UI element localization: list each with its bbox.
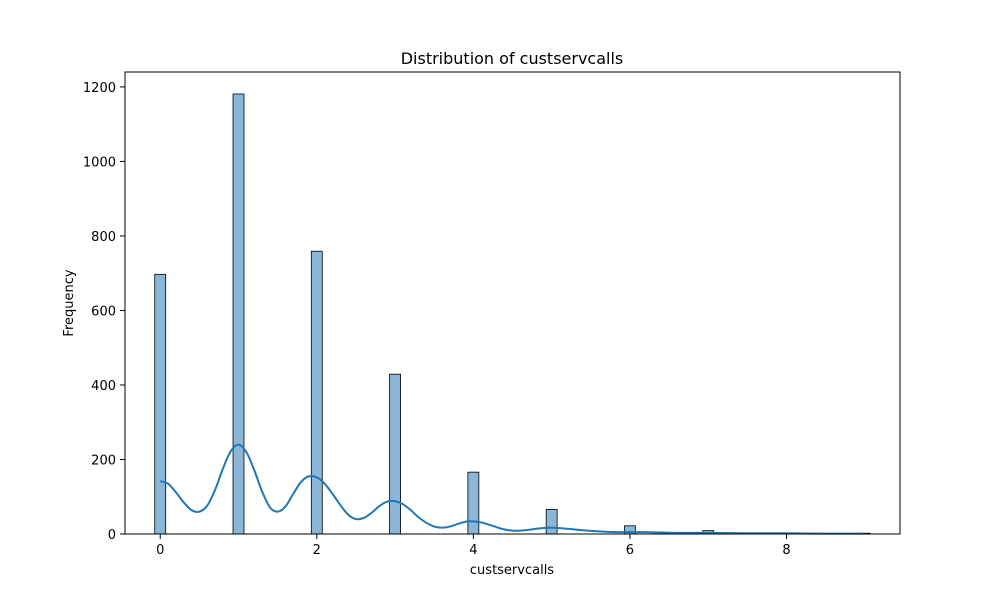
bars-layer	[154, 93, 871, 535]
kde-curve	[159, 443, 865, 535]
histogram-bar	[467, 471, 480, 535]
y-axis-label: Frequency	[62, 269, 77, 336]
y-tick-label: 400	[91, 379, 116, 394]
histogram-bar	[310, 250, 323, 535]
plot-frame	[124, 71, 901, 535]
y-tick-label: 1200	[83, 81, 116, 96]
x-tick-label: 6	[626, 543, 634, 558]
y-tick-label: 0	[108, 528, 116, 543]
histogram-bar	[389, 373, 401, 535]
x-tick-label: 8	[782, 543, 790, 558]
x-tick-label: 4	[469, 543, 477, 558]
histogram-bar	[545, 509, 558, 535]
chart-title: Distribution of custservcalls	[401, 49, 624, 68]
y-tick-label: 600	[91, 304, 116, 319]
x-axis-label: custservcalls	[470, 563, 554, 578]
x-tick-label: 2	[313, 543, 321, 558]
histogram-bar	[232, 93, 245, 535]
y-tick-label: 800	[91, 230, 116, 245]
histogram-bar	[154, 273, 167, 535]
y-tick-label: 1000	[83, 155, 116, 170]
y-tick-label: 200	[91, 453, 116, 468]
kde-layer	[159, 443, 865, 535]
x-axis-ticks: 0 2 4 6 8	[156, 534, 791, 558]
y-axis-ticks: 0 200 400 600 800 1000 1200	[83, 81, 125, 543]
x-tick-label: 0	[156, 543, 164, 558]
